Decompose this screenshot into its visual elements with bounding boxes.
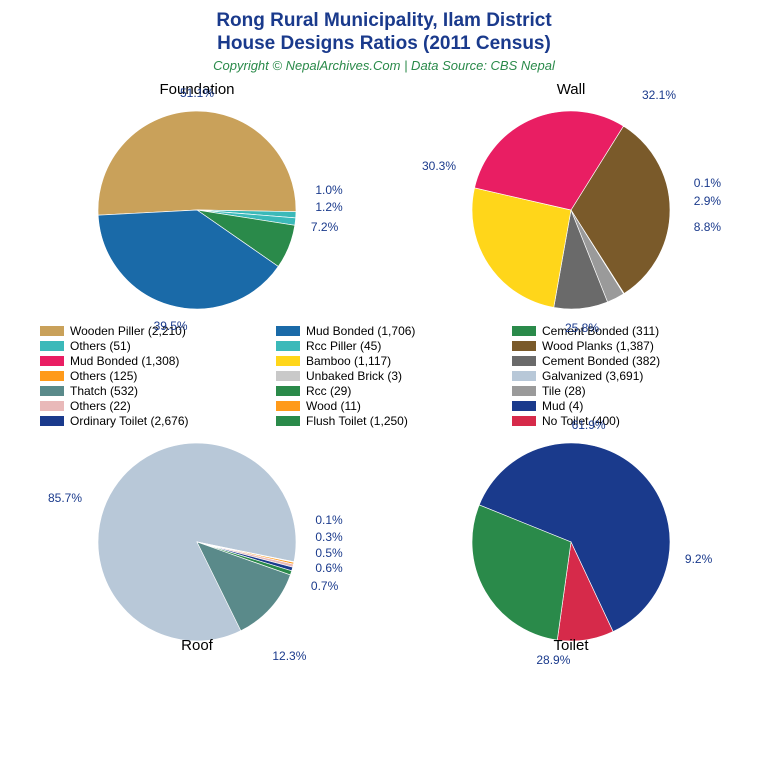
legend-item: Others (51) [40, 339, 256, 353]
legend-label: Unbaked Brick (3) [306, 369, 402, 383]
slice-label: 85.7% [48, 491, 82, 505]
legend-swatch [276, 356, 300, 366]
legend-item: Wood (11) [276, 399, 492, 413]
legend-swatch [40, 416, 64, 426]
legend-label: Thatch (532) [70, 384, 138, 398]
legend-label: Flush Toilet (1,250) [306, 414, 408, 428]
legend-item: Unbaked Brick (3) [276, 369, 492, 383]
slice-label: 0.1% [315, 513, 342, 527]
slice-label: 1.2% [315, 200, 342, 214]
legend-item: Mud (4) [512, 399, 728, 413]
legend-label: Galvanized (3,691) [542, 369, 643, 383]
toilet-chart: 61.9%9.2%28.9% Toilet [384, 432, 758, 652]
legend-label: Cement Bonded (382) [542, 354, 660, 368]
roof-title: Roof [181, 637, 213, 654]
legend: Wooden Piller (2,210) Mud Bonded (1,706) C… [10, 320, 758, 432]
slice-label: 25.8% [565, 321, 599, 335]
slice-label: 0.6% [315, 561, 342, 575]
legend-swatch [512, 416, 536, 426]
legend-swatch [512, 356, 536, 366]
slice-label: 39.5% [154, 319, 188, 333]
title-line1: Rong Rural Municipality, Ilam District [216, 10, 551, 31]
slice-label: 32.1% [642, 88, 676, 102]
slice-label: 7.2% [311, 220, 338, 234]
legend-item: Rcc (29) [276, 384, 492, 398]
slice-label: 12.3% [272, 649, 306, 663]
legend-item: No Toilet (400) [512, 414, 728, 428]
main-title: Rong Rural Municipality, Ilam District H… [10, 10, 758, 56]
legend-label: Bamboo (1,117) [306, 354, 391, 368]
legend-item: Ordinary Toilet (2,676) [40, 414, 256, 428]
legend-item: Cement Bonded (311) [512, 324, 728, 338]
slice-label: 0.7% [311, 579, 338, 593]
legend-swatch [276, 341, 300, 351]
legend-label: Others (22) [70, 399, 131, 413]
legend-swatch [40, 386, 64, 396]
slice-label: 1.0% [315, 183, 342, 197]
wall-title: Wall [557, 81, 586, 98]
legend-swatch [512, 386, 536, 396]
legend-item: Tile (28) [512, 384, 728, 398]
legend-swatch [276, 371, 300, 381]
slice-label: 8.8% [694, 220, 721, 234]
slice-label: 0.1% [694, 176, 721, 190]
pie-slice [98, 111, 296, 215]
subtitle: Copyright © NepalArchives.Com | Data Sou… [10, 58, 758, 73]
legend-swatch [40, 326, 64, 336]
legend-item: Flush Toilet (1,250) [276, 414, 492, 428]
legend-item: Rcc Piller (45) [276, 339, 492, 353]
legend-swatch [40, 371, 64, 381]
legend-item: Mud Bonded (1,308) [40, 354, 256, 368]
slice-label: 61.9% [572, 418, 606, 432]
legend-swatch [276, 401, 300, 411]
legend-swatch [276, 386, 300, 396]
legend-item: Cement Bonded (382) [512, 354, 728, 368]
roof-chart: 85.7%0.1%0.3%0.5%0.6%0.7%12.3% Roof [10, 432, 384, 652]
legend-swatch [40, 341, 64, 351]
legend-label: Mud Bonded (1,706) [306, 324, 415, 338]
legend-swatch [512, 341, 536, 351]
legend-swatch [276, 416, 300, 426]
foundation-chart: Foundation 51.1%1.0%1.2%7.2%39.5% [10, 81, 384, 320]
slice-label: 51.1% [180, 86, 214, 100]
wall-chart: Wall 32.1%0.1%2.9%8.8%25.8%30.3% [384, 81, 758, 320]
legend-label: Cement Bonded (311) [542, 324, 659, 338]
slice-label: 28.9% [536, 653, 570, 667]
slice-label: 9.2% [685, 552, 712, 566]
legend-item: Bamboo (1,117) [276, 354, 492, 368]
legend-item: Others (125) [40, 369, 256, 383]
legend-label: Mud (4) [542, 399, 583, 413]
legend-label: Mud Bonded (1,308) [70, 354, 179, 368]
slice-label: 30.3% [422, 159, 456, 173]
legend-item: Wooden Piller (2,210) [40, 324, 256, 338]
legend-label: Tile (28) [542, 384, 586, 398]
title-line2: House Designs Ratios (2011 Census) [217, 33, 551, 54]
slice-label: 0.3% [315, 530, 342, 544]
legend-swatch [276, 326, 300, 336]
legend-swatch [512, 326, 536, 336]
legend-item: Galvanized (3,691) [512, 369, 728, 383]
legend-label: Rcc Piller (45) [306, 339, 381, 353]
legend-label: Ordinary Toilet (2,676) [70, 414, 189, 428]
legend-swatch [40, 401, 64, 411]
legend-item: Thatch (532) [40, 384, 256, 398]
slice-label: 0.5% [315, 546, 342, 560]
legend-label: Wood Planks (1,387) [542, 339, 654, 353]
legend-swatch [40, 356, 64, 366]
slice-label: 2.9% [694, 194, 721, 208]
legend-item: Mud Bonded (1,706) [276, 324, 492, 338]
legend-label: Rcc (29) [306, 384, 351, 398]
legend-label: Others (125) [70, 369, 137, 383]
legend-label: Others (51) [70, 339, 131, 353]
legend-swatch [512, 401, 536, 411]
legend-item: Others (22) [40, 399, 256, 413]
chart-grid: Foundation 51.1%1.0%1.2%7.2%39.5% Wall 3… [10, 81, 758, 652]
legend-label: Wood (11) [306, 399, 361, 413]
legend-swatch [512, 371, 536, 381]
legend-item: Wood Planks (1,387) [512, 339, 728, 353]
toilet-title: Toilet [553, 637, 588, 654]
